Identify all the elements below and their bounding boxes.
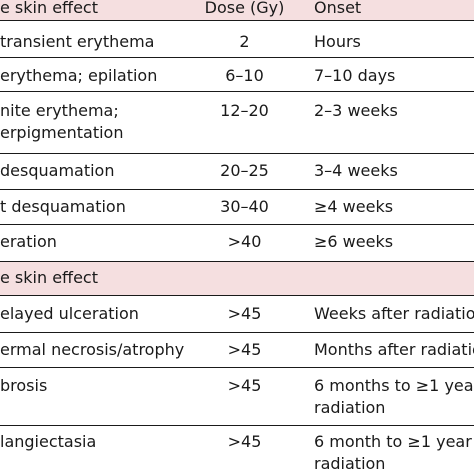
table-row-dose: >45 [227, 376, 262, 395]
table-row-dose: 2 [239, 32, 250, 51]
table-row-dose: 30–40 [220, 197, 269, 216]
table-row-onset: 2–3 weeks [314, 101, 398, 120]
table-row-effect: erythema; epilation [0, 66, 158, 85]
table-header-band [0, 0, 474, 20]
row-divider [0, 91, 474, 92]
table-row-onset: Hours [314, 32, 361, 51]
table-row-dose: >45 [227, 340, 262, 359]
late-effects-header-band [0, 262, 474, 295]
table-row-onset: ≥4 weeks [314, 197, 394, 216]
table-row-effect: t desquamation [0, 197, 126, 216]
row-divider [0, 224, 474, 225]
table-row-effect: eration [0, 232, 57, 251]
table-row-onset: Weeks after radiation [314, 304, 474, 323]
header-effect: e skin effect [0, 0, 98, 17]
header-rule [0, 20, 474, 21]
table-row-onset: 7–10 days [314, 66, 396, 85]
table-row-onset: ≥6 weeks [314, 232, 394, 251]
table-row-onset: Months after radiatio [314, 340, 474, 359]
table-row-onset-line2: radiation [314, 454, 386, 473]
table-row-onset: 3–4 weeks [314, 161, 398, 180]
table-row-dose: >40 [227, 232, 262, 251]
row-divider [0, 332, 474, 333]
table-row-dose: >45 [227, 304, 262, 323]
table-row-effect: langiectasia [0, 432, 97, 451]
table-row-onset-line2: radiation [314, 398, 386, 417]
table-row-dose: 12–20 [220, 101, 269, 120]
table-row-onset-line1: 6 month to ≥1 year [314, 432, 472, 451]
row-divider [0, 425, 474, 426]
row-divider [0, 57, 474, 58]
row-divider [0, 153, 474, 154]
table-row-dose: >45 [227, 432, 262, 451]
subheader-rule [0, 295, 474, 296]
row-divider [0, 189, 474, 190]
table-row-effect: ermal necrosis/atrophy [0, 340, 185, 359]
table-row-dose: 6–10 [225, 66, 264, 85]
row-divider [0, 367, 474, 368]
row-divider [0, 261, 474, 262]
table-row-dose: 20–25 [220, 161, 269, 180]
header-dose: Dose (Gy) [204, 0, 285, 17]
header-onset: Onset [314, 0, 362, 17]
table-row-onset-line1: 6 months to ≥1 year [314, 376, 474, 395]
table-row-effect: elayed ulceration [0, 304, 139, 323]
table-row-effect: desquamation [0, 161, 115, 180]
table-row-effect-line1: nite erythema; [0, 101, 119, 120]
table-row-effect: brosis [0, 376, 48, 395]
table-row-effect-line2: erpigmentation [0, 123, 124, 142]
subheader-effect: e skin effect [0, 268, 98, 287]
table-row-effect: transient erythema [0, 32, 155, 51]
